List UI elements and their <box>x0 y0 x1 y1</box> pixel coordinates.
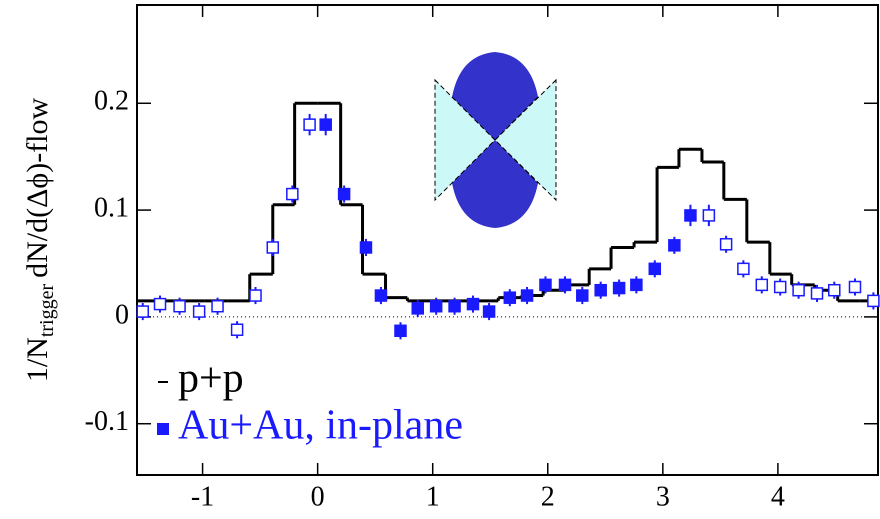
data-point <box>482 305 496 318</box>
data-point <box>394 324 407 338</box>
y-axis-label: 1/Ntrigger dN/d(Δϕ)-flow <box>21 97 58 382</box>
data-point <box>359 241 373 254</box>
x-tick-label: 0 <box>311 481 325 512</box>
legend-label: p+p <box>178 356 244 402</box>
data-point <box>249 289 262 302</box>
data-point <box>466 297 480 311</box>
x-tick-label: 3 <box>656 481 670 512</box>
y-tick-label: 0.2 <box>94 86 129 117</box>
data-point <box>867 294 880 308</box>
inset-edge <box>451 96 539 184</box>
plot-frame <box>136 4 879 476</box>
data-point <box>211 299 224 313</box>
data-point <box>173 299 186 313</box>
data-point <box>520 289 534 302</box>
data-point <box>737 262 750 276</box>
legend-entry: p+p <box>158 356 244 402</box>
data-point <box>594 283 607 297</box>
data-point <box>755 278 769 292</box>
data-point <box>303 118 316 131</box>
data-point <box>539 278 552 292</box>
data-point <box>429 299 443 313</box>
data-point <box>668 239 681 252</box>
y-tick-label: 0 <box>115 299 129 330</box>
data-point <box>612 281 626 295</box>
data-point <box>286 187 299 201</box>
data-point <box>266 241 280 254</box>
inset-diagram <box>434 52 557 228</box>
data-point <box>319 118 332 131</box>
data-point <box>448 299 461 313</box>
x-tick-label: 2 <box>541 481 555 512</box>
data-point <box>810 287 824 300</box>
data-point <box>648 262 662 276</box>
inset-lobe <box>452 52 538 140</box>
legend-swatch <box>157 423 169 435</box>
data-point <box>192 305 206 318</box>
x-tick-label: 4 <box>771 481 785 512</box>
y-label-part: 1/N <box>21 337 54 382</box>
data-point <box>136 305 150 318</box>
data-point <box>337 187 351 201</box>
x-tick-label: 1 <box>426 481 440 512</box>
y-label-part: dN/d(Δϕ)-flow <box>21 97 54 277</box>
data-point <box>411 302 425 315</box>
data-point <box>153 297 167 311</box>
y-tick-label: -0.1 <box>85 406 129 437</box>
data-point <box>773 280 787 294</box>
data-point <box>230 323 244 336</box>
data-point <box>792 283 805 297</box>
data-point <box>576 289 589 302</box>
y-label-sub: trigger <box>36 284 58 338</box>
data-point <box>374 289 388 302</box>
data-point <box>719 238 733 251</box>
data-point <box>702 209 716 222</box>
data-point <box>848 280 862 294</box>
data-point <box>503 291 517 304</box>
y-tick-label: 0.1 <box>94 193 129 224</box>
data-point <box>684 209 697 222</box>
legend-label: Au+Au, in-plane <box>178 403 463 449</box>
data-point <box>630 278 643 292</box>
x-tick-label: -1 <box>191 481 214 512</box>
data-point <box>558 278 572 292</box>
legend-entry: Au+Au, in-plane <box>157 403 463 449</box>
data-point <box>828 283 841 297</box>
